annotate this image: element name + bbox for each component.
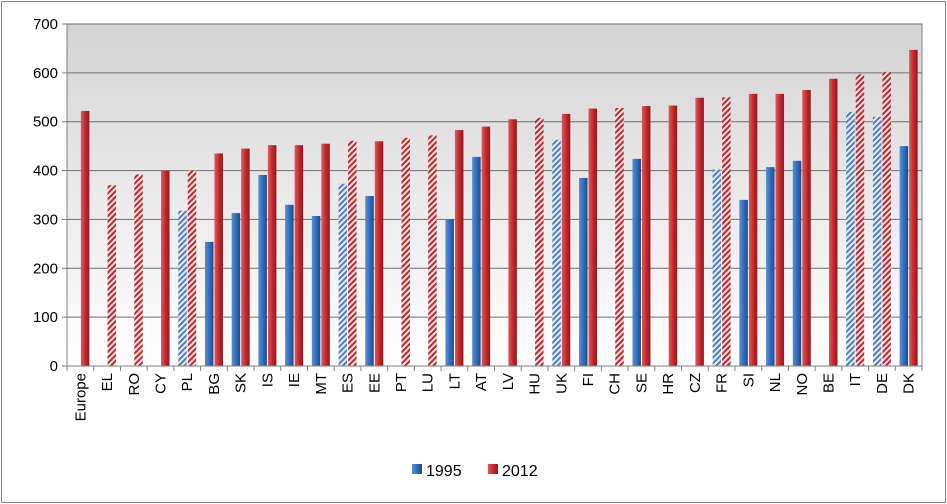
bar-2012-CY: [161, 170, 170, 366]
bar-2012-DE: [882, 71, 891, 366]
bar-2012-IS: [267, 145, 277, 366]
bar-2012-PL: [187, 170, 197, 366]
bar-1995-SK: [231, 213, 241, 366]
bar-2012-SK: [241, 148, 250, 366]
x-tick-label: NL: [767, 373, 784, 392]
bar-2012-IT: [855, 74, 865, 366]
x-tick-label: LV: [500, 373, 517, 390]
bar-1995-BG: [204, 241, 214, 366]
x-tick-label: IS: [259, 373, 276, 387]
bar-1995-IT: [846, 111, 855, 366]
bar-2012-PT: [401, 137, 410, 366]
bar-2012-FI: [588, 108, 598, 367]
bar-2012-MT: [321, 143, 330, 366]
x-tick-label: LT: [446, 373, 463, 389]
bar-1995-UK: [552, 139, 561, 366]
y-tick-label: 200: [33, 260, 58, 277]
x-tick-label: BE: [820, 373, 837, 393]
legend-swatch-1995: [412, 464, 422, 474]
bar-2012-FR: [722, 97, 731, 366]
bar-2012-BE: [828, 78, 838, 366]
bar-1995-ES: [338, 183, 348, 366]
bar-2012-NL: [775, 93, 785, 367]
x-tick-label: FR: [714, 373, 731, 393]
bar-1995-IE: [285, 204, 294, 366]
bar-2012-EL: [107, 185, 117, 366]
x-tick-label: IT: [847, 373, 864, 386]
bar-1995-SI: [739, 199, 748, 366]
x-tick-label: CY: [153, 373, 170, 394]
x-tick-label: HU: [527, 373, 544, 395]
bar-1995-IS: [258, 174, 267, 366]
x-tick-label: HR: [660, 373, 677, 395]
bar-1995-MT: [311, 216, 321, 366]
x-tick-label: IE: [286, 373, 303, 387]
bar-2012-IE: [294, 145, 304, 366]
bar-2012-CH: [615, 108, 624, 366]
x-tick-label: Europe: [72, 373, 89, 421]
bar-1995-NO: [792, 160, 802, 366]
y-tick-label: 400: [33, 163, 58, 180]
bar-2012-HU: [535, 117, 544, 366]
bar-1995-FR: [712, 169, 722, 366]
bar-2012-UK: [561, 113, 571, 367]
y-tick-label: 100: [33, 309, 58, 326]
x-tick-label: FI: [580, 373, 597, 386]
y-tick-label: 700: [33, 16, 58, 33]
x-tick-label: DK: [901, 373, 918, 394]
x-tick-label: EE: [366, 373, 383, 393]
bar-1995-PL: [178, 210, 187, 366]
legend-label-1995: 1995: [426, 463, 462, 480]
bar-2012-LT: [454, 130, 464, 366]
bar-2012-BG: [214, 153, 223, 366]
y-tick-label: 300: [33, 211, 58, 228]
bar-2012-EE: [374, 141, 384, 366]
y-tick-label: 0: [50, 358, 58, 375]
x-tick-label: ES: [340, 373, 357, 393]
x-tick-label: MT: [313, 373, 330, 395]
x-tick-label: SE: [633, 373, 650, 393]
x-tick-label: PL: [179, 373, 196, 391]
x-tick-label: SK: [233, 373, 250, 393]
bar-1995-AT: [472, 156, 481, 366]
bar-2012-LU: [428, 135, 437, 366]
bar-2012-RO: [134, 174, 143, 366]
x-tick-label: BG: [206, 373, 223, 395]
bar-1995-FI: [579, 177, 588, 366]
y-tick-label: 600: [33, 65, 58, 82]
bar-2012-HR: [668, 105, 678, 366]
x-tick-label: EL: [99, 373, 116, 391]
x-tick-label: PT: [393, 373, 410, 392]
legend-label-2012: 2012: [502, 463, 538, 480]
bar-2012-LV: [508, 119, 517, 367]
bar-1995-LT: [445, 219, 454, 366]
bar-2012-SI: [748, 93, 758, 367]
x-tick-label: RO: [126, 373, 143, 396]
bar-2012-CZ: [695, 97, 704, 367]
bar-1995-SE: [632, 158, 641, 366]
legend-swatch-2012: [488, 464, 498, 474]
x-tick-label: SI: [740, 373, 757, 387]
x-tick-label: UK: [553, 373, 570, 394]
bar-1995-EE: [365, 195, 374, 366]
bar-1995-NL: [766, 167, 775, 366]
x-tick-label: DE: [874, 373, 891, 394]
bar-2012-NO: [802, 89, 811, 367]
bar-2012-Europe: [80, 110, 90, 366]
bar-1995-DK: [899, 146, 909, 366]
x-tick-label: LU: [420, 373, 437, 392]
bar-2012-SE: [641, 106, 651, 366]
x-tick-label: CZ: [687, 373, 704, 393]
x-tick-label: NO: [794, 373, 811, 396]
x-tick-label: CH: [607, 373, 624, 395]
y-tick-label: 500: [33, 114, 58, 131]
x-tick-label: AT: [473, 373, 490, 391]
bar-2012-DK: [909, 49, 918, 366]
bar-2012-ES: [348, 140, 357, 366]
bar-1995-DE: [872, 116, 882, 366]
bar-2012-AT: [481, 126, 491, 366]
